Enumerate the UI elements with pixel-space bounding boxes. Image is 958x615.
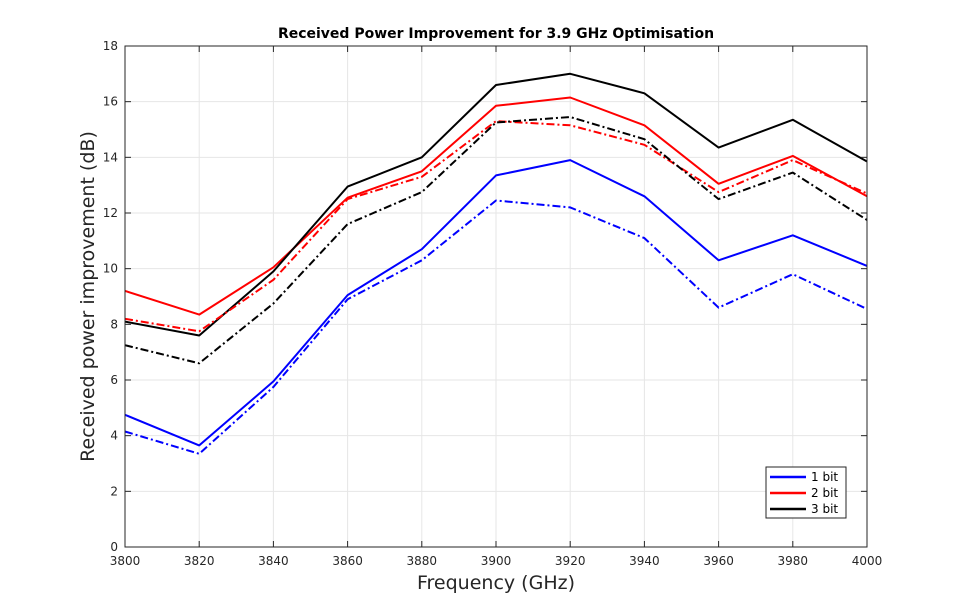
series-lines xyxy=(124,72,868,455)
x-tick-label: 3800 xyxy=(110,554,141,568)
x-tick-label: 3860 xyxy=(332,554,363,568)
y-axis-ticks: 0 2 4 6 8 10 12 14 16 18 xyxy=(103,39,867,554)
y-tick-label: 14 xyxy=(103,150,118,164)
series-line-6 xyxy=(124,116,868,365)
legend-label-1: 1 bit xyxy=(811,470,838,484)
y-tick-label: 2 xyxy=(110,484,118,498)
y-tick-label: 10 xyxy=(103,262,118,276)
x-tick-label: 3920 xyxy=(555,554,586,568)
legend-label-3: 3 bit xyxy=(811,502,838,516)
x-axis-ticks: 3800 3820 3840 3860 3880 3900 3920 3940 3960 3980… xyxy=(110,46,883,568)
x-tick-label: 3980 xyxy=(778,554,809,568)
legend: 1 bit 2 bit 3 bit xyxy=(765,466,847,519)
y-tick-label: 12 xyxy=(103,206,118,220)
y-tick-label: 16 xyxy=(103,95,118,109)
x-tick-label: 3940 xyxy=(629,554,660,568)
series-line-2 xyxy=(124,96,868,316)
grid xyxy=(124,45,868,548)
x-tick-label: 3880 xyxy=(407,554,438,568)
x-tick-label: 3900 xyxy=(481,554,512,568)
y-axis-title: Received power improvement (dB) xyxy=(77,131,99,462)
x-tick-label: 3840 xyxy=(258,554,289,568)
x-tick-label: 4000 xyxy=(852,554,883,568)
series-line-4 xyxy=(124,199,868,455)
chart-title: Received Power Improvement for 3.9 GHz O… xyxy=(278,26,714,42)
x-tick-label: 3960 xyxy=(703,554,734,568)
y-tick-label: 4 xyxy=(110,429,118,443)
y-tick-label: 0 xyxy=(110,540,118,554)
x-tick-label: 3820 xyxy=(184,554,215,568)
series-line-1 xyxy=(124,159,868,447)
series-line-3 xyxy=(124,72,868,337)
y-tick-label: 6 xyxy=(110,373,118,387)
x-axis-title: Frequency (GHz) xyxy=(417,572,575,594)
y-tick-label: 8 xyxy=(110,317,118,331)
legend-label-2: 2 bit xyxy=(811,486,838,500)
y-tick-label: 18 xyxy=(103,39,118,53)
series-line-5 xyxy=(124,120,868,333)
